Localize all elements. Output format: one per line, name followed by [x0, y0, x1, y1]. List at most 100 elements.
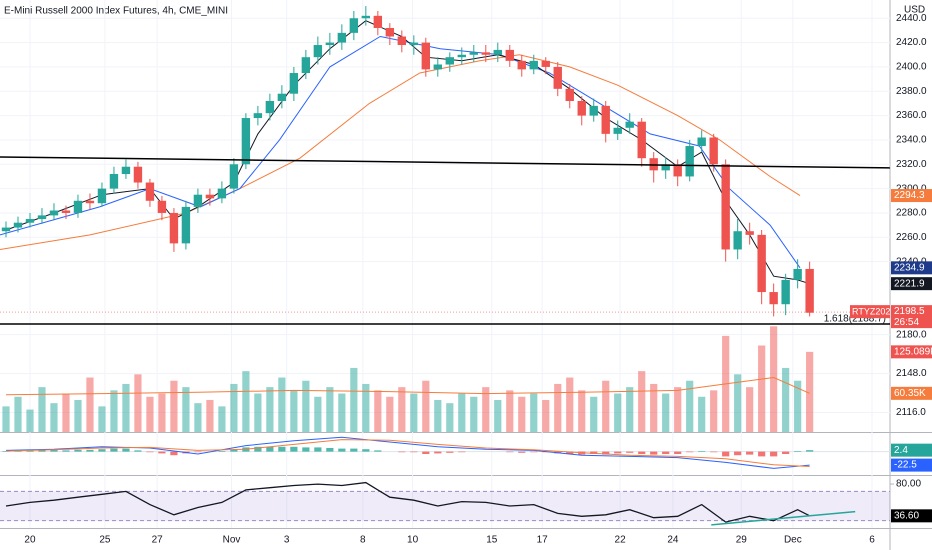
volume-bar — [758, 345, 766, 432]
macd-histogram-bar — [278, 446, 286, 452]
candle-body — [697, 137, 706, 147]
volume-bar — [146, 396, 154, 432]
volume-bar — [410, 393, 418, 432]
volume-bar — [782, 367, 790, 432]
price-label-box — [891, 277, 932, 291]
price-label-box — [891, 261, 932, 275]
macd-histogram-bar — [86, 449, 94, 452]
currency: USD — [904, 5, 925, 16]
volume-bar — [14, 396, 22, 432]
volume-bar — [458, 393, 466, 432]
candle-body — [457, 54, 466, 58]
candle-body — [301, 57, 311, 74]
price-label: 2294.3 — [894, 190, 925, 201]
volume-bar — [122, 383, 130, 432]
volume-bar — [542, 399, 550, 432]
candle-body — [433, 64, 443, 70]
symbol-label: RTYZ2021 — [852, 307, 895, 317]
x-tick-label: 15 — [486, 535, 498, 546]
macd-histogram-bar — [722, 451, 730, 457]
candle-body — [445, 57, 454, 65]
volume-bar — [734, 374, 742, 432]
volume-bar — [746, 387, 754, 432]
macd-histogram-bar — [398, 451, 406, 453]
macd-histogram-bar — [146, 451, 154, 453]
macd-histogram-bar — [314, 447, 322, 452]
candle-body — [385, 27, 395, 37]
volume-bar — [494, 399, 502, 432]
macd-histogram-bar — [122, 448, 130, 452]
volume-label: 125.089K — [894, 346, 932, 357]
volume-bar — [362, 383, 370, 432]
macd-histogram-bar — [350, 448, 358, 452]
macd-histogram-bar — [374, 450, 382, 452]
volume-bar — [530, 393, 538, 432]
volume-bar — [710, 390, 718, 432]
candle-body — [121, 166, 131, 175]
macd-histogram-bar — [98, 449, 106, 452]
candle-body — [721, 164, 730, 250]
macd-histogram-bar — [518, 451, 526, 453]
volume-bar — [230, 383, 238, 432]
volume-bar — [290, 390, 298, 432]
macd-histogram-bar — [530, 451, 538, 453]
volume-bar — [518, 396, 526, 432]
candle-body — [673, 164, 682, 177]
y-tick-label: 2116.0 — [896, 407, 926, 418]
volume-bar — [218, 406, 226, 432]
candle-body — [625, 121, 634, 128]
macd-histogram-bar — [746, 451, 754, 455]
candle-body — [313, 45, 323, 58]
candle-body — [769, 292, 778, 305]
rsi-band — [0, 491, 890, 521]
volume-bar — [314, 396, 322, 432]
candle-body — [373, 15, 383, 28]
macd-histogram-bar — [434, 451, 442, 454]
x-tick-label: 27 — [152, 535, 164, 546]
macd-histogram-bar — [626, 451, 634, 453]
volume-bar — [338, 393, 346, 432]
candle-body — [217, 188, 227, 199]
candle-body — [145, 182, 155, 201]
y-tick-label: 2380.0 — [896, 86, 927, 97]
candle-body — [745, 231, 754, 235]
x-tick-label: 8 — [360, 535, 366, 546]
timer-label: 26:54 — [894, 317, 919, 328]
macd-histogram-bar — [782, 451, 790, 454]
price-label-box — [891, 305, 932, 329]
macd-histogram-bar — [410, 451, 418, 453]
x-tick-label: 22 — [615, 535, 627, 546]
macd-histogram-bar — [506, 451, 514, 453]
candle-body — [73, 200, 83, 213]
candle-body — [493, 49, 502, 55]
macd-histogram-bar — [194, 451, 202, 453]
y-tick-label: 2320.0 — [896, 159, 927, 170]
candle-body — [505, 49, 514, 61]
macd-histogram-bar — [650, 451, 658, 455]
candle-body — [481, 52, 490, 55]
x-tick-label: 29 — [736, 535, 748, 546]
level-label: 1.618(2188.7) — [824, 314, 886, 325]
volume-bar — [422, 380, 430, 432]
candle-body — [205, 194, 215, 199]
candle-body — [1, 227, 11, 232]
volume-bar — [170, 380, 178, 432]
volume-bar — [62, 393, 70, 432]
macd-histogram-bar — [758, 451, 766, 457]
candle-body — [661, 164, 670, 171]
macd-histogram-bar — [74, 449, 82, 452]
price-label: 2234.9 — [894, 262, 925, 273]
rsi-trendline — [711, 510, 856, 526]
candle-body — [169, 212, 179, 244]
candle-body — [541, 60, 550, 67]
volume-bar — [266, 387, 274, 432]
x-tick-label: Dec — [784, 535, 802, 546]
candle-body — [781, 279, 790, 305]
candle-body — [469, 52, 478, 55]
y-tick-label: 2300.0 — [896, 183, 927, 194]
volume-bar — [110, 390, 118, 432]
volume-bar — [554, 383, 562, 432]
volume-bar — [386, 396, 394, 432]
candle-body — [529, 60, 538, 70]
candle-body — [289, 73, 299, 94]
